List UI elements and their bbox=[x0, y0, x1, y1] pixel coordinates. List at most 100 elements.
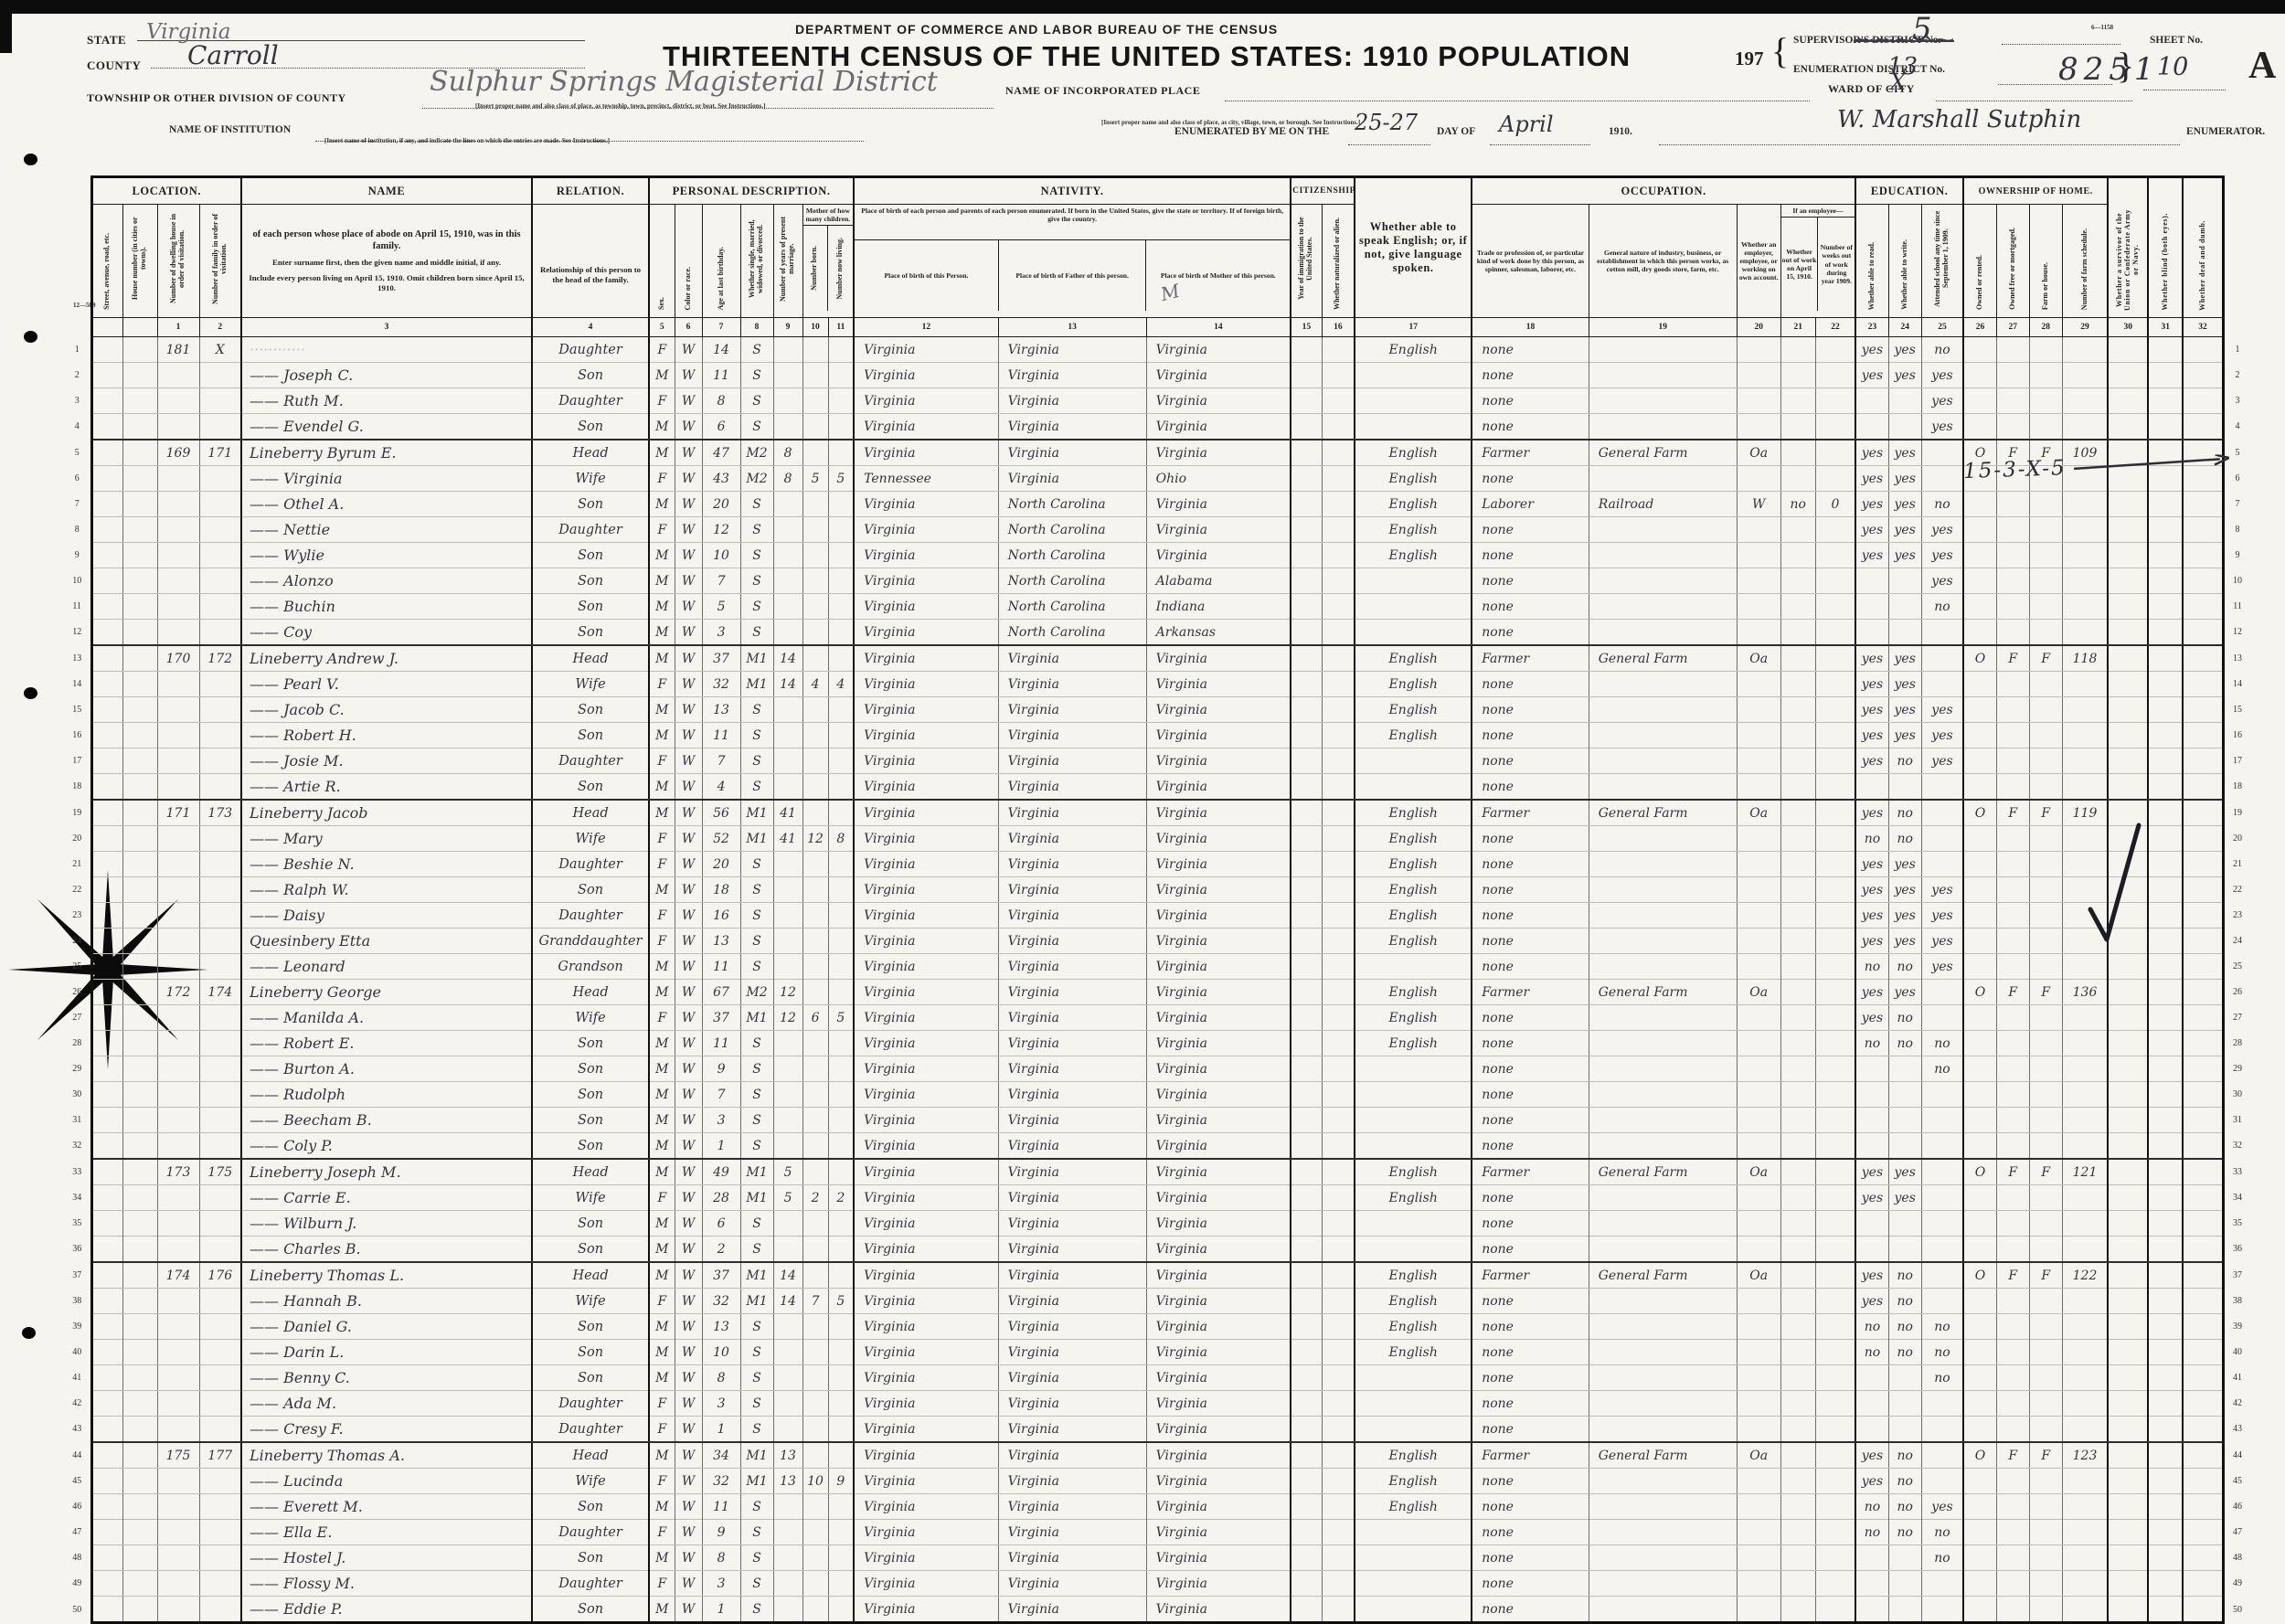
cell-occ: none bbox=[1471, 696, 1589, 723]
cell-wks bbox=[1814, 1261, 1857, 1289]
line-number-left: 29 bbox=[64, 1056, 93, 1082]
cell-age: 3 bbox=[701, 1390, 741, 1417]
cell-dw bbox=[156, 1030, 200, 1056]
cell-yrs bbox=[772, 387, 803, 414]
cell-fbp: Virginia bbox=[997, 953, 1147, 980]
cell-own bbox=[1962, 1132, 1997, 1160]
cell-emp bbox=[1736, 362, 1781, 388]
row7-margin-note: 15-3-X-5 bbox=[1963, 451, 2232, 483]
cell-name: —— Wylie bbox=[240, 542, 534, 568]
cell-mbp: Indiana bbox=[1145, 593, 1292, 620]
col-num: 9 bbox=[772, 317, 803, 337]
cell-street bbox=[90, 902, 123, 929]
line-number-left: 20 bbox=[64, 825, 93, 852]
line-number-left: 34 bbox=[64, 1184, 93, 1211]
table-row: 19 171 173 Lineberry Jacob Head M W 56 M1 41 Virgi… bbox=[64, 799, 2251, 826]
cell-fm bbox=[1995, 1468, 2030, 1494]
institution-line bbox=[315, 128, 864, 142]
cell-age: 10 bbox=[701, 1339, 741, 1365]
cell-fm bbox=[1995, 1056, 2030, 1082]
cell-fh bbox=[2028, 1519, 2063, 1545]
cell-df bbox=[2182, 953, 2225, 980]
cell-cl bbox=[827, 1030, 856, 1056]
cell-ind bbox=[1588, 696, 1738, 723]
cell-street bbox=[90, 516, 123, 543]
cell-fam bbox=[198, 1081, 243, 1108]
cell-occ: none bbox=[1471, 1570, 1589, 1597]
cell-c: W bbox=[674, 1184, 703, 1211]
cell-fbp: North Carolina bbox=[997, 568, 1147, 594]
cell-wks bbox=[1814, 1158, 1857, 1185]
cell-fn bbox=[2061, 1364, 2110, 1391]
cell-house-number bbox=[122, 876, 158, 903]
cell-sur bbox=[2107, 722, 2150, 748]
cell-wks bbox=[1814, 413, 1857, 440]
col-num: 32 bbox=[2182, 317, 2225, 337]
cell-cl bbox=[827, 1210, 856, 1237]
cell-mbp: Virginia bbox=[1145, 876, 1292, 903]
cell-imm bbox=[1290, 1081, 1323, 1108]
cell-c: W bbox=[674, 1288, 703, 1314]
col-num: 2 bbox=[198, 317, 243, 337]
cell-wks bbox=[1814, 1184, 1857, 1211]
cell-name: —— Othel A. bbox=[240, 491, 534, 517]
cell-cb bbox=[802, 1441, 829, 1469]
cell-wks bbox=[1814, 799, 1857, 826]
cell-rel: Grandson bbox=[531, 953, 651, 980]
line-number-header-right bbox=[2221, 176, 2251, 337]
cell-wr: no bbox=[1887, 1339, 1922, 1365]
cell-bp: Virginia bbox=[853, 1570, 999, 1597]
cell-own bbox=[1962, 1288, 1997, 1314]
cell-name: —— Beecham B. bbox=[240, 1107, 534, 1133]
cell-cb bbox=[802, 1030, 829, 1056]
cell-emp bbox=[1736, 1544, 1781, 1571]
cell-cb: 7 bbox=[802, 1288, 829, 1314]
cell-sur bbox=[2107, 1313, 2150, 1340]
cell-bl bbox=[2147, 1570, 2184, 1597]
cell-imm bbox=[1290, 1364, 1323, 1391]
cell-occ: none bbox=[1471, 465, 1589, 492]
cell-fbp: Virginia bbox=[997, 773, 1147, 801]
cell-lang bbox=[1354, 387, 1473, 414]
cell-wks bbox=[1814, 1544, 1857, 1571]
cell-fn bbox=[2061, 593, 2110, 620]
cell-fn bbox=[2061, 748, 2110, 774]
line-number-left: 42 bbox=[64, 1390, 93, 1417]
cell-cl bbox=[827, 1056, 856, 1082]
cell-bl bbox=[2147, 671, 2184, 697]
cell-fn bbox=[2061, 902, 2110, 929]
cell-street bbox=[90, 439, 123, 466]
cell-own bbox=[1962, 748, 1997, 774]
cell-fam bbox=[198, 387, 243, 414]
line-number-left: 22 bbox=[64, 876, 93, 903]
cell-bp: Virginia bbox=[853, 876, 999, 903]
cell-cb bbox=[802, 1390, 829, 1417]
cell-imm bbox=[1290, 1313, 1323, 1340]
table-row: 18 —— Artie R. Son M W 4 S Virginia Virginia Virg… bbox=[64, 773, 2251, 801]
cell-sur bbox=[2107, 825, 2150, 852]
cell-mar: S bbox=[739, 1390, 774, 1417]
cell-bp: Virginia bbox=[853, 1158, 999, 1185]
col-header-father-birthplace: Place of birth of Father of this person. bbox=[999, 240, 1147, 311]
cell-cb bbox=[802, 953, 829, 980]
line-number-left: 6 bbox=[64, 465, 93, 492]
cell-natz bbox=[1321, 1390, 1356, 1417]
ward-value: X bbox=[1890, 69, 1907, 95]
cell-bp: Virginia bbox=[853, 568, 999, 594]
cell-fh bbox=[2028, 671, 2063, 697]
cell-emp bbox=[1736, 1288, 1781, 1314]
cell-wks bbox=[1814, 1030, 1857, 1056]
cell-occ: none bbox=[1471, 1544, 1589, 1571]
cell-street bbox=[90, 748, 123, 774]
cell-imm bbox=[1290, 953, 1323, 980]
cell-dw bbox=[156, 671, 200, 697]
cell-wks: 0 bbox=[1814, 491, 1857, 517]
cell-cb: 6 bbox=[802, 1004, 829, 1031]
cell-fbp: Virginia bbox=[997, 748, 1147, 774]
cell-sex: M bbox=[648, 1236, 675, 1263]
col-num: 28 bbox=[2028, 317, 2063, 337]
cell-mar: S bbox=[739, 336, 774, 363]
cell-emp bbox=[1736, 876, 1781, 903]
cell-wks bbox=[1814, 1236, 1857, 1263]
cell-occ: none bbox=[1471, 671, 1589, 697]
